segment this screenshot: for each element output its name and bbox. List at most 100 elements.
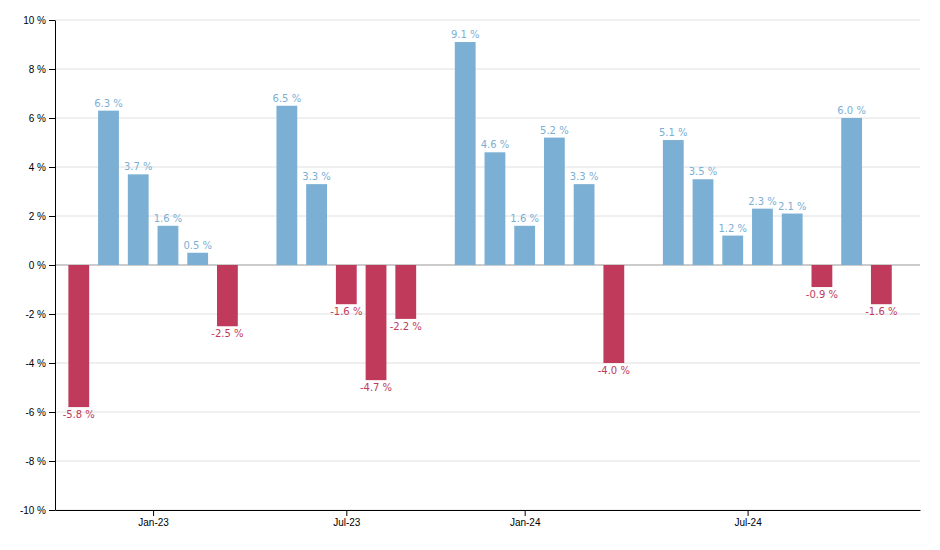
y-tick-label: 0 % [29,260,46,271]
y-tick-mark [49,510,55,511]
data-label: 6.0 % [837,105,866,116]
grid-line [55,510,920,511]
y-tick: 8 % [29,64,55,75]
bar [217,265,238,326]
x-axis-line [56,510,921,511]
bars [68,42,891,407]
x-tick: Jan-24 [510,510,541,528]
data-label: 6.3 % [94,98,123,109]
data-label: 3.3 % [570,171,599,182]
grid-line [55,461,920,462]
data-label: -2.5 % [211,328,243,339]
x-tick: Jan-23 [138,510,169,528]
data-label: 3.7 % [124,161,153,172]
bar [158,226,179,265]
y-tick-label: 8 % [29,64,46,75]
y-tick-mark [49,363,55,364]
data-label: 2.3 % [748,196,777,207]
bar [603,265,624,363]
bar [128,174,149,265]
chart: -10 % -8 % -6 % -4 % -2 % 0 % 2 % 4 % 6 % 8 % 10 %… [0,0,940,550]
grid-line [55,20,920,21]
y-tick: 10 % [23,15,55,26]
x-tick-mark [748,510,749,516]
x-tick-mark [346,510,347,516]
y-tick: -8 % [25,456,55,467]
bar [812,265,833,287]
bar [455,42,476,265]
data-label: 2.1 % [778,201,807,212]
x-axis: Jan-23 Jul-23 Jan-24 Jul-24 [56,510,921,528]
y-tick-mark [49,265,55,266]
data-label: 1.2 % [718,223,747,234]
bar [544,138,565,265]
data-label: 9.1 % [451,29,480,40]
grid-line [55,118,920,119]
bar [722,236,743,265]
data-label: 3.3 % [302,171,331,182]
y-tick-mark [49,461,55,462]
x-tick-label: Jan-24 [510,517,541,528]
bar [68,265,89,407]
bar [485,152,506,265]
grid-line [55,412,920,413]
y-tick: -6 % [25,407,55,418]
plot: -10 % -8 % -6 % -4 % -2 % 0 % 2 % 4 % 6 % 8 % 10 %… [20,15,921,528]
y-tick-label: 6 % [29,113,46,124]
bar [574,184,595,265]
y-tick-mark [49,412,55,413]
grid-line [55,314,920,315]
y-tick-mark [49,118,55,119]
data-label: 1.6 % [154,213,183,224]
x-tick-label: Jul-23 [333,517,361,528]
data-label: -2.2 % [390,321,422,332]
y-axis: -10 % -8 % -6 % -4 % -2 % 0 % 2 % 4 % 6 % 8 % 10 % [20,15,56,516]
bar [841,118,862,265]
x-tick-mark [153,510,154,516]
x-tick-label: Jul-24 [734,517,762,528]
data-label: 5.2 % [540,125,569,136]
bar [366,265,387,380]
y-tick: -2 % [25,309,55,320]
data-label: -5.8 % [63,409,95,420]
data-label: 1.6 % [510,213,539,224]
bar [752,209,773,265]
y-tick-label: -2 % [25,309,46,320]
data-label: 4.6 % [481,139,510,150]
data-label: 0.5 % [183,240,212,251]
y-tick: -10 % [20,505,55,516]
bar [187,253,208,265]
grid [55,20,920,510]
y-tick-mark [49,20,55,21]
y-tick-label: 2 % [29,211,46,222]
data-label: 6.5 % [273,93,302,104]
bar [782,214,803,265]
bar [306,184,327,265]
y-tick-mark [49,167,55,168]
y-tick-mark [49,216,55,217]
y-tick-label: -8 % [25,456,46,467]
y-axis-line [55,21,56,511]
grid-line [55,69,920,70]
bar [663,140,684,265]
x-tick-label: Jan-23 [138,517,169,528]
x-tick: Jul-23 [333,510,361,528]
y-tick-mark [49,314,55,315]
y-tick-label: -6 % [25,407,46,418]
grid-line [55,363,920,364]
data-label: 3.5 % [689,166,718,177]
y-tick-label: -10 % [20,505,46,516]
y-tick: 2 % [29,211,55,222]
y-tick: -4 % [25,358,55,369]
data-label: 5.1 % [659,127,688,138]
bar [693,179,714,265]
bar [98,111,119,265]
bar [395,265,416,319]
x-tick: Jul-24 [734,510,762,528]
data-label: -1.6 % [330,306,362,317]
bar [514,226,535,265]
y-tick: 0 % [29,260,55,271]
y-tick-label: -4 % [25,358,46,369]
y-tick: 6 % [29,113,55,124]
y-tick-label: 4 % [29,162,46,173]
